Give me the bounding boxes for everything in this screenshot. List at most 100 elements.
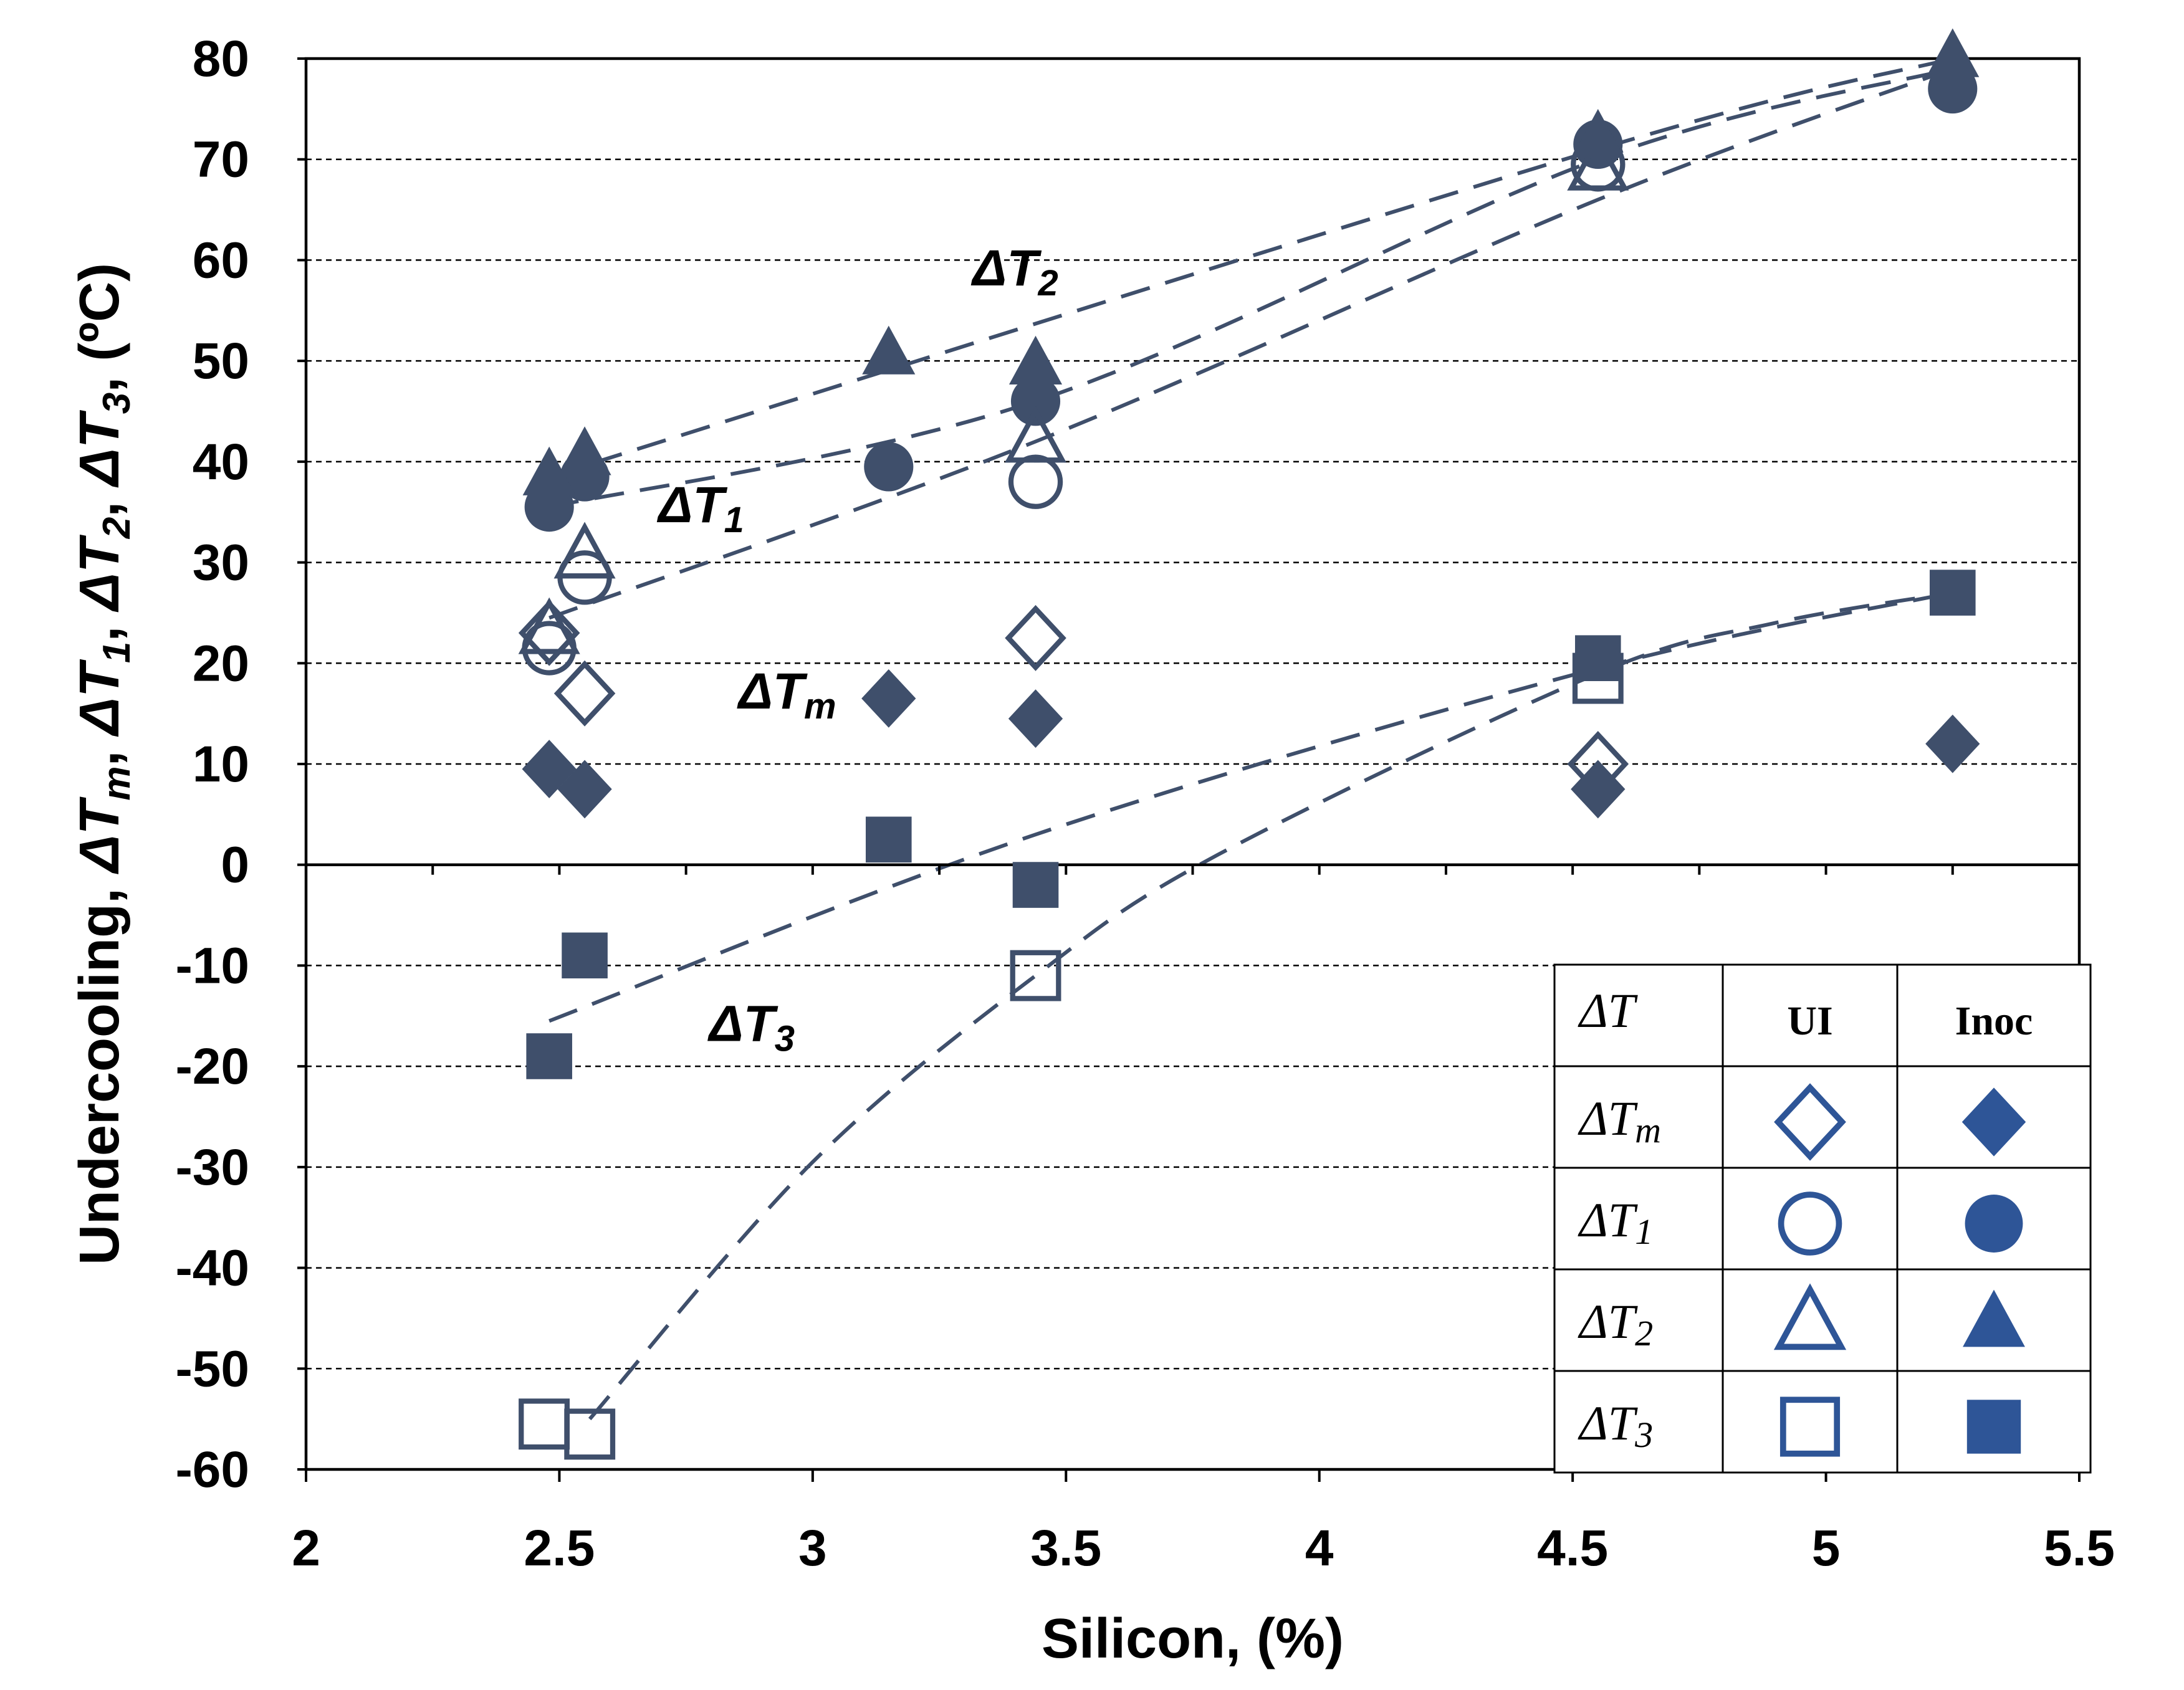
annotation-label: ΔT3 <box>707 996 795 1059</box>
y-axis-title-part: 2 <box>95 517 138 539</box>
marker-layer <box>518 28 1980 1460</box>
y-tick-label: -30 <box>175 1139 249 1196</box>
annotation-base: ΔT <box>656 477 727 533</box>
y-tick-label: -60 <box>175 1441 249 1498</box>
marker-diamond-inoc <box>522 740 577 799</box>
marker-square-inoc <box>865 816 912 863</box>
legend-header-dt: ΔT <box>1578 983 1638 1038</box>
legend-row-label-base: ΔT <box>1578 1193 1638 1247</box>
y-axis-title: Undercooling, ΔTm, ΔT1, ΔT2, ΔT3, (ºC) <box>69 263 138 1265</box>
legend-row-label-base: ΔT <box>1578 1294 1638 1349</box>
y-axis-title-part: , <box>69 735 131 766</box>
y-axis-title-delta: ΔT <box>69 409 131 487</box>
y-tick-label: 30 <box>193 535 249 591</box>
marker-triangle-ui <box>1567 133 1629 191</box>
x-tick-label: 5.5 <box>2044 1520 2115 1577</box>
legend-header-ui: UI <box>1787 998 1832 1044</box>
marker-triangle-inoc <box>1571 108 1625 158</box>
marker-triangle-inoc <box>862 325 916 375</box>
legend-row-label-sub: 1 <box>1635 1211 1653 1252</box>
y-tick-label: 70 <box>193 131 249 188</box>
marker-circle-inoc <box>864 442 914 492</box>
legend-marker-circle-ui <box>1778 1191 1842 1256</box>
legend-marker-diamond-inoc <box>1961 1087 2026 1157</box>
y-tick-label: 20 <box>193 635 249 692</box>
marker-triangle-inoc <box>522 446 576 495</box>
x-axis-title: Silicon, (%) <box>1042 1608 1344 1670</box>
y-axis-title-part: , <box>69 486 131 517</box>
trendline <box>588 591 1953 1421</box>
y-axis-title-part: 1 <box>95 642 138 663</box>
y-axis-title-delta: ΔT <box>69 534 131 612</box>
y-tick-label: 0 <box>221 837 249 894</box>
y-axis-title-delta: ΔT <box>69 796 131 874</box>
y-axis-title-part: , <box>69 611 131 642</box>
marker-triangle-inoc <box>1926 28 1980 77</box>
x-tick-label: 4 <box>1305 1520 1334 1577</box>
annotation-label: ΔT2 <box>970 240 1058 303</box>
legend-header-inoc: Inoc <box>1955 998 2033 1044</box>
legend-row-label-base: ΔT <box>1578 1091 1638 1145</box>
annotation-base: ΔT <box>707 996 778 1053</box>
legend-row-label: ΔTm <box>1578 1091 1661 1150</box>
x-tick-label: 2.5 <box>524 1520 595 1577</box>
legend-row-label-sub: 3 <box>1634 1415 1653 1455</box>
x-tick-label: 4.5 <box>1537 1520 1608 1577</box>
annotation-base: ΔT <box>970 240 1042 297</box>
marker-circle-inoc <box>1010 376 1061 426</box>
y-tick-label: -40 <box>175 1240 249 1297</box>
marker-diamond-ui <box>553 660 616 727</box>
legend-marker-square-ui <box>1779 1396 1841 1457</box>
y-tick-label: 40 <box>193 434 249 490</box>
marker-square-ui <box>519 1398 570 1450</box>
legend-row-label: ΔT3 <box>1578 1396 1653 1455</box>
y-axis-title-part: Undercooling, <box>69 872 131 1265</box>
annotation-subscript: 2 <box>1037 263 1058 303</box>
annotation-label: ΔTm <box>737 663 836 727</box>
y-tick-label: -20 <box>175 1038 249 1095</box>
y-tick-label: -10 <box>175 937 249 994</box>
marker-square-inoc <box>562 932 608 979</box>
x-tick-label: 2 <box>292 1520 320 1577</box>
marker-square-inoc <box>1574 635 1621 681</box>
y-tick-label: 50 <box>193 333 249 389</box>
axes-layer: 2 2.5 3 3.5 4 4.5 5 5.5 80 70 60 50 40 30 20 10 0 -10 -20 -… <box>69 31 2115 1670</box>
marker-diamond-inoc <box>1925 714 1980 773</box>
legend-marker-circle-inoc <box>1965 1195 2023 1253</box>
marker-triangle-ui <box>518 597 580 654</box>
trendline <box>548 591 1953 1023</box>
annotation-label: ΔT1 <box>656 477 744 540</box>
marker-triangle-inoc <box>1008 335 1063 384</box>
y-axis-title-part: m <box>95 766 138 801</box>
marker-square-inoc <box>526 1033 572 1079</box>
marker-diamond-inoc <box>861 669 916 728</box>
y-tick-label: 80 <box>193 31 249 87</box>
marker-diamond-ui <box>1005 604 1066 671</box>
annotation-subscript: m <box>804 686 836 727</box>
legend-marker-square-inoc <box>1966 1400 2021 1454</box>
legend-frame <box>1553 963 2092 1474</box>
y-axis-title-delta: ΔT <box>69 659 131 737</box>
annotation-subscript: 1 <box>724 500 744 540</box>
marker-diamond-inoc <box>557 760 612 819</box>
y-tick-label: 10 <box>193 736 249 793</box>
marker-diamond-ui <box>518 599 580 666</box>
trendline <box>548 67 1953 509</box>
legend-row-label-sub: 2 <box>1635 1313 1653 1353</box>
marker-triangle-ui <box>553 522 616 579</box>
y-axis-title-part: , (ºC) <box>69 263 131 393</box>
annotation-subscript: 3 <box>775 1019 795 1059</box>
legend-marker-triangle-ui <box>1773 1283 1847 1350</box>
legend-row-label-sub: m <box>1635 1110 1661 1150</box>
y-axis-title-part: 3 <box>95 393 138 414</box>
x-tick-label: 3 <box>798 1520 827 1577</box>
trendline <box>548 57 1953 479</box>
annotation-base: ΔT <box>737 663 808 720</box>
legend-row-label: ΔT2 <box>1578 1294 1653 1353</box>
marker-square-inoc <box>1012 862 1059 908</box>
y-tick-label: 60 <box>193 232 249 289</box>
marker-triangle-ui <box>1004 406 1067 463</box>
